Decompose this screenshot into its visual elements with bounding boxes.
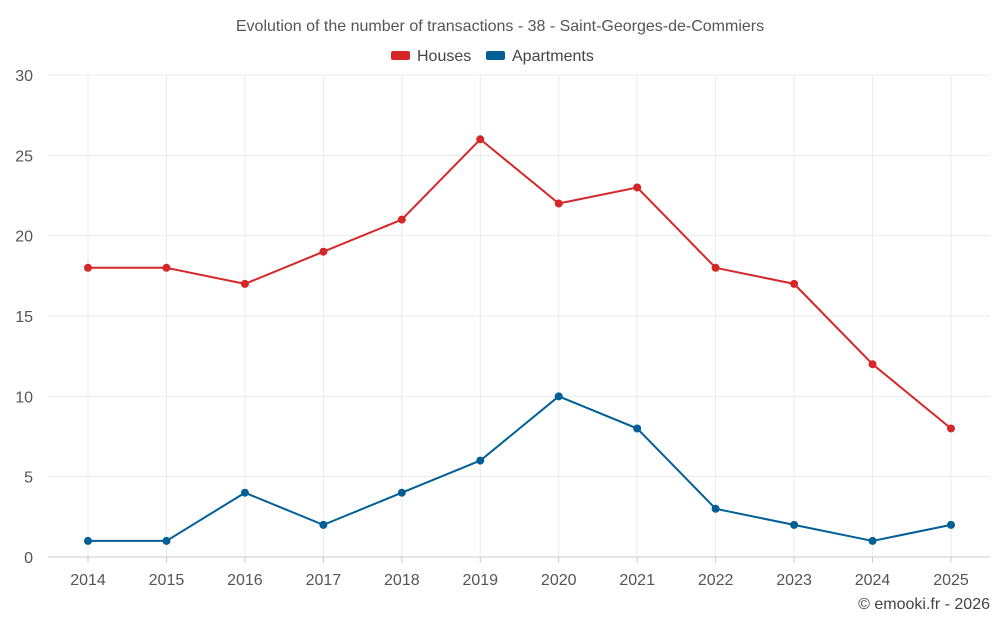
grid [48, 74, 990, 558]
data-point-apartments [240, 488, 249, 497]
y-tick-label: 5 [24, 470, 33, 487]
data-point-houses [162, 263, 171, 272]
x-tick-label: 2014 [70, 572, 106, 589]
x-tick-label: 2017 [306, 572, 342, 589]
x-tick-label: 2018 [384, 572, 420, 589]
x-tick-label: 2015 [149, 572, 185, 589]
y-tick-label: 30 [15, 68, 33, 85]
data-point-houses [947, 424, 955, 433]
chart-title: Evolution of the number of transactions … [236, 18, 764, 35]
legend-label-apartments: Apartments [512, 48, 594, 65]
data-point-houses [790, 279, 799, 288]
legend-label-houses: Houses [417, 48, 471, 65]
x-tick-label: 2021 [619, 572, 655, 589]
credit-text: © emooki.fr - 2026 [858, 596, 990, 613]
legend-swatch-houses [391, 51, 410, 60]
data-point-apartments [84, 536, 92, 545]
x-tick-label: 2020 [541, 572, 577, 589]
y-tick-label: 25 [15, 148, 33, 165]
data-point-houses [633, 183, 642, 192]
x-tick-label: 2023 [776, 572, 812, 589]
data-point-houses [711, 263, 720, 272]
data-point-apartments [790, 520, 799, 529]
data-point-houses [554, 199, 563, 208]
y-tick-label: 10 [15, 389, 33, 406]
series-line-apartments [88, 395, 952, 542]
data-point-apartments [319, 520, 328, 529]
series-houses [84, 135, 955, 433]
data-point-apartments [476, 456, 485, 465]
x-tick-label: 2019 [462, 572, 498, 589]
data-point-houses [476, 135, 485, 144]
data-point-houses [868, 360, 877, 369]
data-point-houses [240, 279, 249, 288]
data-point-apartments [162, 536, 171, 545]
legend: Houses Apartments [391, 48, 594, 65]
y-tick-label: 20 [15, 229, 33, 246]
x-tick-label: 2024 [855, 572, 891, 589]
x-tick-label: 2016 [227, 572, 263, 589]
data-point-apartments [711, 504, 720, 513]
series-line-houses [88, 138, 952, 430]
data-point-apartments [633, 424, 642, 433]
data-point-houses [319, 247, 328, 256]
data-point-houses [397, 215, 406, 224]
legend-item-apartments[interactable]: Apartments [486, 48, 594, 65]
data-point-apartments [868, 536, 877, 545]
y-tick-label: 15 [15, 309, 33, 326]
data-point-apartments [554, 392, 563, 401]
legend-swatch-apartments [486, 51, 505, 60]
data-point-apartments [397, 488, 406, 497]
x-tick-label: 2022 [698, 572, 734, 589]
series-apartments [84, 392, 955, 545]
x-tick-label: 2025 [933, 572, 969, 589]
legend-item-houses[interactable]: Houses [391, 48, 471, 65]
data-point-houses [84, 263, 92, 272]
data-point-apartments [947, 520, 955, 529]
y-tick-label: 0 [24, 550, 33, 567]
series [84, 135, 955, 545]
